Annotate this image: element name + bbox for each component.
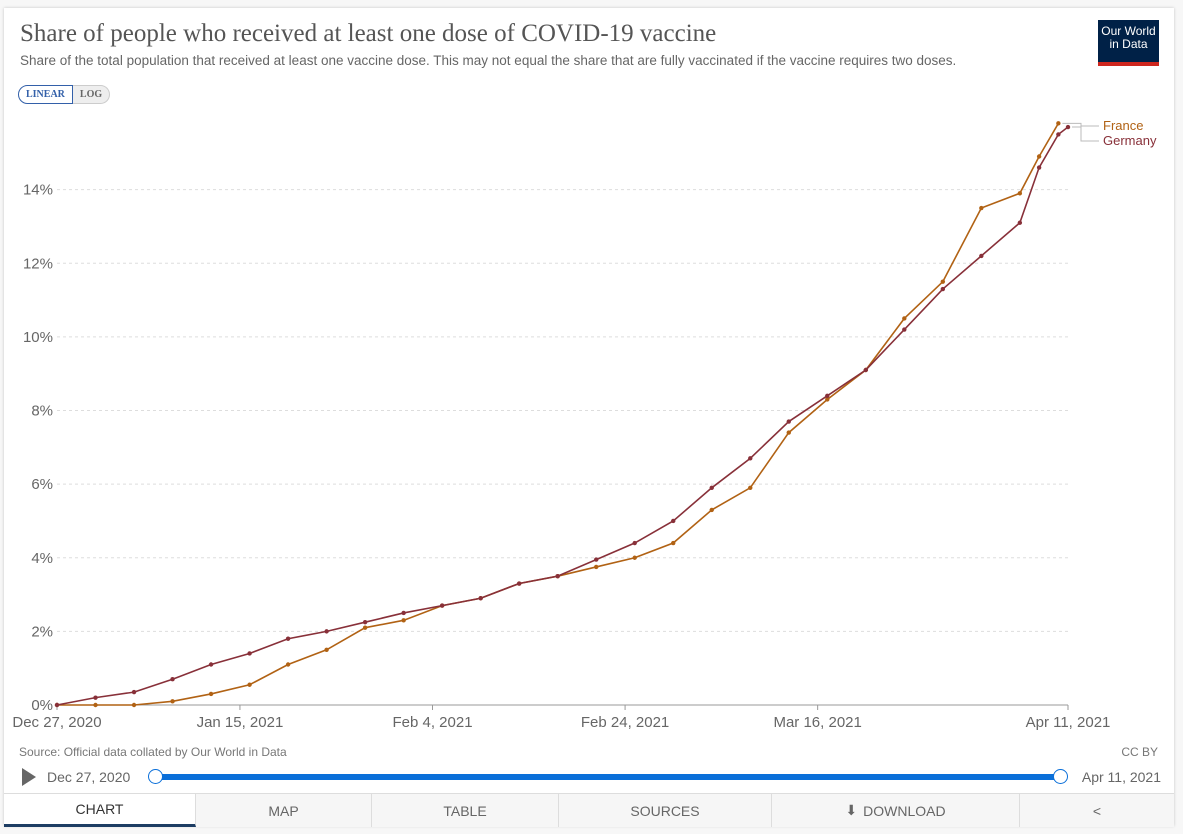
data-point — [632, 540, 637, 546]
tab-bar: CHART MAP TABLE SOURCES ⬇ DOWNLOAD < — [4, 793, 1174, 827]
data-point — [93, 702, 98, 708]
y-tick-label: 12% — [23, 255, 53, 272]
play-icon[interactable] — [22, 768, 36, 786]
data-point — [863, 367, 868, 373]
timeline: Dec 27, 2020 Apr 11, 2021 — [18, 766, 1163, 788]
data-point — [594, 564, 599, 570]
x-tick-label: Apr 11, 2021 — [1026, 714, 1111, 731]
data-point — [170, 677, 175, 682]
chart-subtitle: Share of the total population that recei… — [20, 53, 957, 68]
download-icon: ⬇ — [845, 802, 858, 818]
data-point — [54, 702, 60, 708]
data-point — [709, 507, 714, 513]
data-point — [671, 518, 676, 524]
start-handle[interactable] — [148, 769, 163, 784]
y-tick-label: 10% — [23, 329, 53, 346]
data-point — [439, 603, 445, 608]
data-point — [324, 629, 329, 634]
data-point — [940, 286, 946, 292]
tab-map[interactable]: MAP — [196, 794, 372, 827]
data-point — [516, 581, 522, 586]
download-label: DOWNLOAD — [863, 802, 946, 819]
linear-button[interactable]: LINEAR — [18, 85, 73, 104]
tab-sources[interactable]: SOURCES — [559, 794, 772, 827]
data-point — [362, 619, 368, 625]
y-tick-label: 8% — [31, 403, 53, 420]
line-chart: 0% 2% 4% 6% 8% 10% 12% 14% Dec 27, 2020 Jan 15, 2… — [12, 118, 1157, 731]
data-point — [478, 596, 483, 601]
series-line-france — [57, 122, 1060, 706]
y-tick-label: 4% — [31, 550, 53, 567]
data-point — [671, 540, 676, 546]
data-point — [1056, 121, 1061, 126]
tab-chart[interactable]: CHART — [4, 794, 196, 827]
data-point — [1036, 154, 1042, 159]
end-handle[interactable] — [1053, 769, 1068, 784]
data-point — [748, 485, 753, 491]
x-tick-label: Feb 4, 2021 — [392, 714, 472, 731]
data-point — [131, 702, 137, 708]
tab-download[interactable]: ⬇ DOWNLOAD — [772, 794, 1020, 827]
data-point — [786, 430, 791, 435]
tab-table[interactable]: TABLE — [372, 794, 559, 827]
x-tick-label: Feb 24, 2021 — [581, 714, 669, 731]
data-point — [362, 625, 368, 630]
source-note: Source: Official data collated by Our Wo… — [19, 745, 287, 759]
data-point — [825, 397, 830, 402]
data-point — [748, 456, 753, 461]
data-point — [1036, 165, 1042, 170]
data-point — [594, 557, 599, 562]
scale-toggle: LINEAR LOG — [18, 85, 111, 104]
data-point — [208, 662, 214, 667]
y-tick-label: 0% — [31, 697, 53, 714]
y-tick-label: 14% — [23, 182, 53, 199]
owid-logo[interactable]: Our World in Data — [1098, 20, 1159, 66]
data-point — [401, 618, 406, 623]
data-point — [247, 651, 252, 656]
data-point — [93, 695, 98, 700]
data-point — [902, 316, 907, 321]
chart-frame: Share of people who received at least on… — [4, 8, 1174, 827]
series-label: Germany — [1103, 133, 1157, 148]
x-tick-label: Dec 27, 2020 — [12, 714, 101, 731]
data-point — [979, 253, 984, 259]
x-tick-label: Mar 16, 2021 — [773, 714, 861, 731]
license-link[interactable]: CC BY — [1121, 745, 1158, 759]
y-tick-label: 6% — [31, 476, 53, 493]
chart-title: Share of people who received at least on… — [20, 20, 717, 47]
log-button[interactable]: LOG — [72, 85, 111, 104]
share-button[interactable]: < — [1020, 794, 1174, 827]
label-connector — [1072, 126, 1099, 142]
timeline-start-label: Dec 27, 2020 — [47, 769, 131, 785]
data-point — [902, 327, 907, 332]
data-point — [131, 689, 137, 695]
series-line-germany — [56, 126, 1069, 706]
data-point — [401, 610, 406, 616]
data-point — [285, 662, 291, 667]
data-point — [324, 647, 329, 652]
y-tick-label: 2% — [31, 623, 53, 640]
data-point — [1056, 132, 1061, 137]
timeline-slider[interactable] — [148, 769, 1068, 784]
data-point — [825, 393, 830, 398]
series-label: France — [1103, 118, 1143, 133]
data-point — [208, 691, 214, 697]
data-point — [555, 573, 560, 579]
data-point — [632, 555, 637, 560]
data-point — [709, 485, 714, 491]
data-point — [170, 699, 175, 704]
data-point — [1065, 124, 1071, 130]
data-point — [1017, 220, 1023, 225]
share-icon: < — [1092, 802, 1102, 819]
data-point — [285, 636, 291, 641]
data-point — [979, 205, 984, 211]
data-point — [247, 682, 252, 687]
data-point — [786, 419, 791, 424]
data-point — [1017, 191, 1023, 196]
label-connector — [1062, 122, 1099, 127]
data-point — [940, 279, 946, 284]
timeline-end-label: Apr 11, 2021 — [1081, 769, 1161, 785]
x-tick-label: Jan 15, 2021 — [197, 714, 284, 731]
